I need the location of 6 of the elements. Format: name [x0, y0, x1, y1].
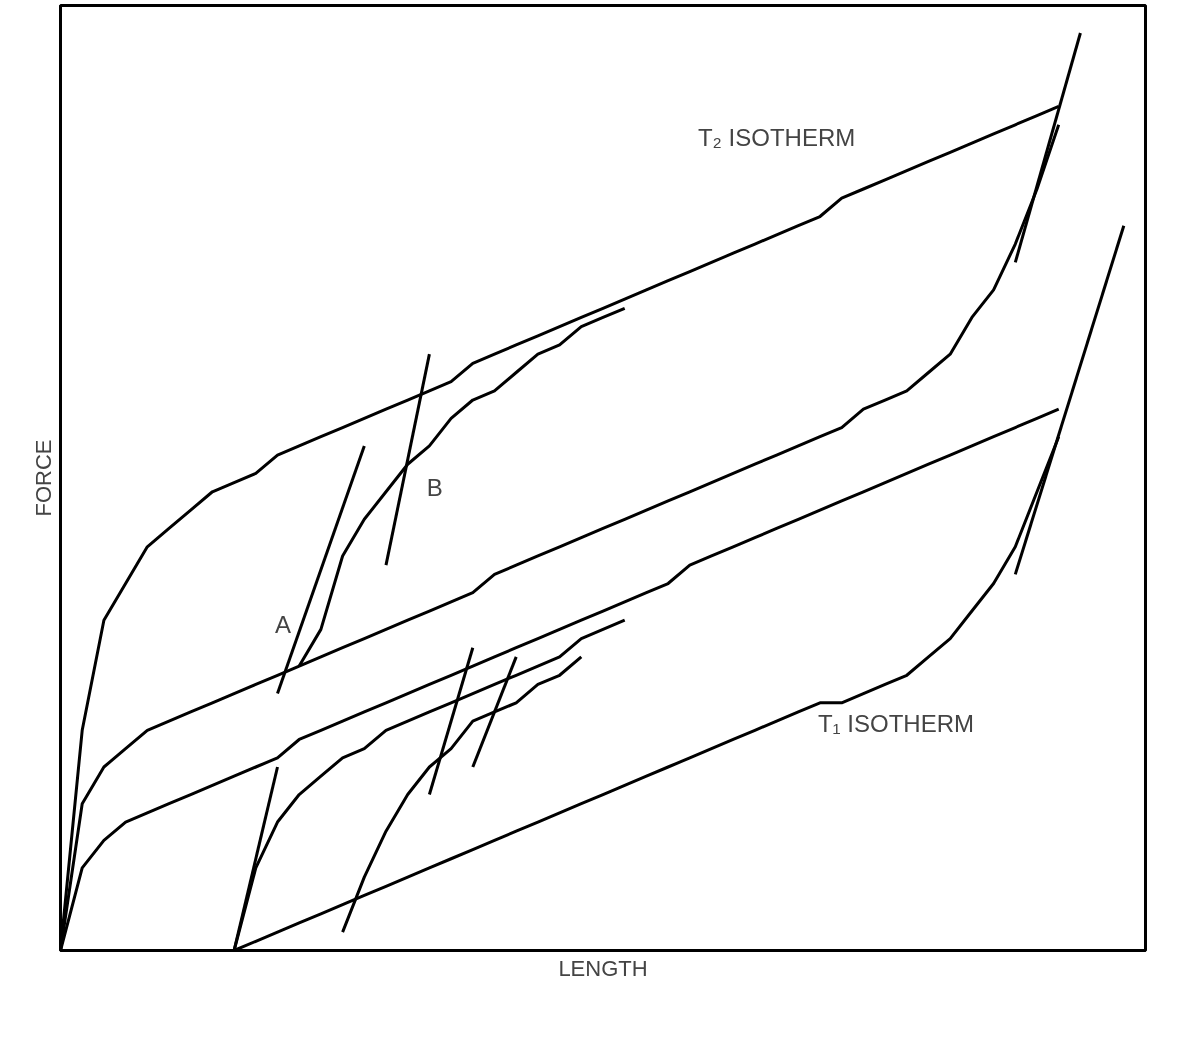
annotation: T₂ ISOTHERM: [697, 124, 856, 152]
annotation: A: [274, 610, 291, 638]
x-axis-title: LENGTH: [558, 955, 648, 981]
annotation: B: [426, 473, 443, 501]
y-axis-title: FORCE: [30, 439, 56, 517]
annotation: T₁ ISOTHERM: [817, 710, 974, 738]
